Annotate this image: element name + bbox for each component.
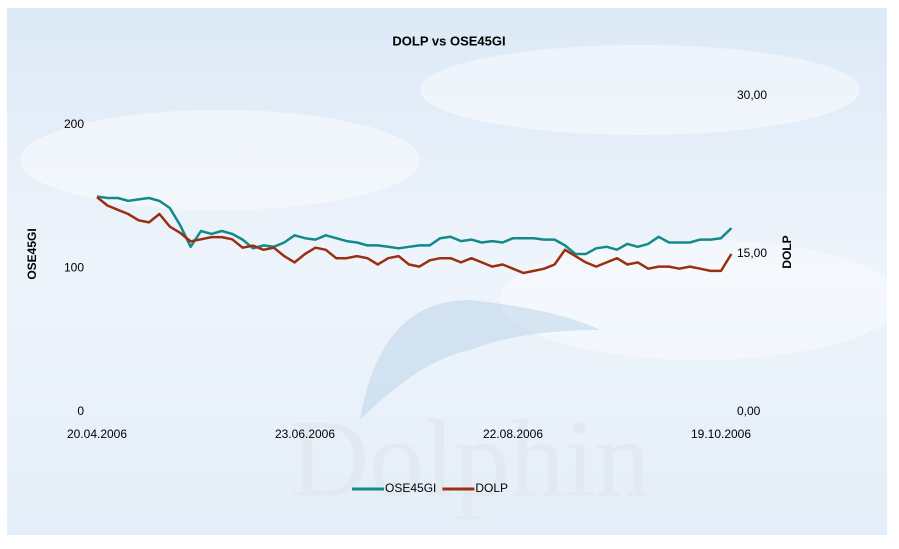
x-tick-label: 22.08.2006 [483, 427, 543, 441]
watermark: Dolphin [290, 397, 651, 519]
legend-label: DOLP [475, 481, 508, 495]
y-axis-title: OSE45GI [25, 228, 39, 279]
legend-label: OSE45GI [385, 481, 436, 495]
y-tick-label: 0 [77, 404, 84, 418]
x-tick-label: 20.04.2006 [67, 427, 127, 441]
y2-tick-label: 30,00 [737, 88, 767, 102]
cloud [420, 45, 860, 135]
y2-axis-title: DOLP [780, 235, 794, 268]
x-tick-label: 19.10.2006 [691, 427, 751, 441]
series-line [96, 196, 733, 275]
y2-tick-label: 15,00 [737, 246, 767, 260]
series-line [96, 195, 733, 256]
y-tick-label: 100 [64, 261, 84, 275]
x-tick-label: 23.06.2006 [275, 427, 335, 441]
y-tick-label: 200 [64, 117, 84, 131]
chart-background [7, 8, 887, 535]
y2-tick-label: 0,00 [737, 404, 761, 418]
chart-title: DOLP vs OSE45GI [392, 33, 505, 48]
watermark-dolphin [360, 300, 600, 420]
cloud [20, 110, 420, 210]
